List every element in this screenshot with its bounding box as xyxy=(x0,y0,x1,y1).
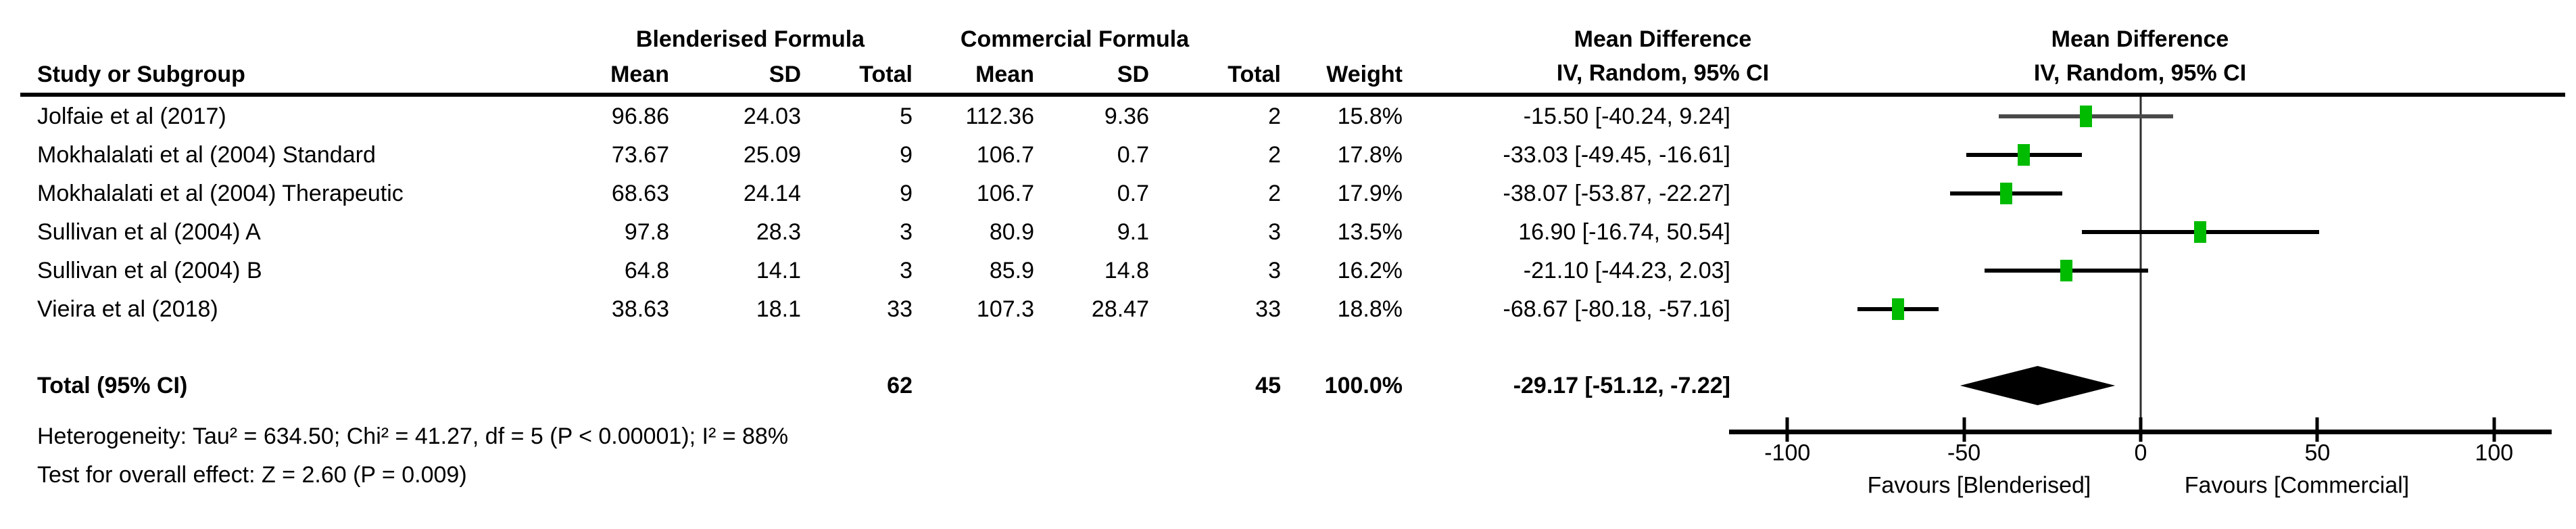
zero-reference-line xyxy=(2139,97,2142,432)
bf-total-value: 3 xyxy=(900,219,913,245)
cf-sd-value: 0.7 xyxy=(1117,142,1149,168)
effect-marker xyxy=(2018,144,2031,166)
axis-tick xyxy=(2315,417,2319,442)
cf-mean-value: 80.9 xyxy=(989,219,1034,245)
plot-area: -100 -50 0 50 100 Favours [Blenderised] … xyxy=(1729,0,2552,529)
bf-total-value: 33 xyxy=(887,296,913,322)
axis-tick xyxy=(2139,417,2143,442)
bf-sd-value: 18.1 xyxy=(756,296,801,322)
total-label: Total (95% CI) xyxy=(37,373,188,398)
favours-left-label: Favours [Blenderised] xyxy=(1867,472,2091,499)
plot-header-title: Mean Difference xyxy=(2051,26,2229,52)
effect-header-title: Mean Difference xyxy=(1574,26,1752,52)
axis-tick-label: -100 xyxy=(1764,440,1811,466)
weight-value: 17.9% xyxy=(1337,181,1403,206)
plot-header-method: IV, Random, 95% CI xyxy=(2033,60,2247,86)
overall-effect-text: Test for overall effect: Z = 2.60 (P = 0… xyxy=(37,462,467,488)
cf-total-value: 2 xyxy=(1268,104,1281,129)
weight-value: 13.5% xyxy=(1337,219,1403,245)
weight-value: 17.8% xyxy=(1337,142,1403,168)
effect-marker xyxy=(2060,260,2072,281)
study-column-header: Study or Subgroup xyxy=(37,62,245,87)
total-weight: 100.0% xyxy=(1324,373,1403,398)
bf-mean-value: 73.67 xyxy=(611,142,669,168)
cf-sd-value: 9.1 xyxy=(1117,219,1149,245)
study-name: Mokhalalati et al (2004) Therapeutic xyxy=(37,181,404,206)
bf-sd-header: SD xyxy=(769,62,801,87)
cf-mean-value: 112.36 xyxy=(965,104,1034,129)
effect-marker xyxy=(1892,298,1905,320)
cf-total-value: 3 xyxy=(1268,219,1281,245)
study-name: Sullivan et al (2004) A xyxy=(37,219,261,245)
bf-mean-header: Mean xyxy=(610,62,669,87)
ci-text: -15.50 [-40.24, 9.24] xyxy=(1523,104,1730,129)
study-name: Sullivan et al (2004) B xyxy=(37,258,262,283)
effect-marker xyxy=(2194,221,2207,243)
bf-sd-value: 25.09 xyxy=(743,142,801,168)
ci-text: -33.03 [-49.45, -16.61] xyxy=(1503,142,1730,168)
cf-total-value: 33 xyxy=(1255,296,1281,322)
ci-text: 16.90 [-16.74, 50.54] xyxy=(1518,219,1730,245)
favours-right-label: Favours [Commercial] xyxy=(2184,472,2410,499)
effect-marker xyxy=(2079,106,2092,127)
cf-mean-value: 106.7 xyxy=(976,181,1034,206)
study-name: Mokhalalati et al (2004) Standard xyxy=(37,142,376,168)
bf-sd-value: 28.3 xyxy=(756,219,801,245)
cf-sd-value: 0.7 xyxy=(1117,181,1149,206)
study-name: Vieira et al (2018) xyxy=(37,296,218,322)
cf-sd-header: SD xyxy=(1117,62,1149,87)
axis-tick xyxy=(2492,417,2496,442)
study-name: Jolfaie et al (2017) xyxy=(37,104,226,129)
axis-tick xyxy=(1785,417,1789,442)
ci-text: -21.10 [-44.23, 2.03] xyxy=(1523,258,1730,283)
total-ci-text: -29.17 [-51.12, -7.22] xyxy=(1513,373,1730,398)
cf-sd-value: 14.8 xyxy=(1104,258,1149,283)
effect-header-method: IV, Random, 95% CI xyxy=(1556,60,1770,86)
bf-mean-value: 96.86 xyxy=(611,104,669,129)
effect-marker xyxy=(2000,183,2012,204)
bf-sd-value: 24.03 xyxy=(743,104,801,129)
cf-total-value: 2 xyxy=(1268,181,1281,206)
cf-mean-value: 107.3 xyxy=(976,296,1034,322)
cf-mean-value: 85.9 xyxy=(989,258,1034,283)
bf-total-header: Total xyxy=(859,62,913,87)
group-header-commercial: Commercial Formula xyxy=(960,26,1190,52)
weight-value: 15.8% xyxy=(1337,104,1403,129)
bf-mean-value: 68.63 xyxy=(611,181,669,206)
cf-total-value: 3 xyxy=(1268,258,1281,283)
axis-tick-label: -50 xyxy=(1947,440,1981,466)
axis-tick-label: 100 xyxy=(2475,440,2514,466)
ci-text: -38.07 [-53.87, -22.27] xyxy=(1503,181,1730,206)
axis-tick-label: 0 xyxy=(2134,440,2147,466)
weight-value: 16.2% xyxy=(1337,258,1403,283)
weight-value: 18.8% xyxy=(1337,296,1403,322)
cf-total-header: Total xyxy=(1228,62,1281,87)
cf-mean-header: Mean xyxy=(975,62,1034,87)
axis-tick xyxy=(1962,417,1966,442)
bf-total-value: 5 xyxy=(900,104,913,129)
cf-sd-value: 28.47 xyxy=(1091,296,1149,322)
bf-total-value: 9 xyxy=(900,181,913,206)
bf-sd-value: 24.14 xyxy=(743,181,801,206)
bf-mean-value: 97.8 xyxy=(624,219,669,245)
ci-text: -68.67 [-80.18, -57.16] xyxy=(1503,296,1730,322)
cf-grand-total: 45 xyxy=(1255,373,1281,398)
cf-mean-value: 106.7 xyxy=(976,142,1034,168)
axis-tick-label: 50 xyxy=(2304,440,2331,466)
summary-diamond xyxy=(1960,366,2116,405)
cf-total-value: 2 xyxy=(1268,142,1281,168)
bf-mean-value: 38.63 xyxy=(611,296,669,322)
bf-total-value: 3 xyxy=(900,258,913,283)
bf-sd-value: 14.1 xyxy=(756,258,801,283)
heterogeneity-text: Heterogeneity: Tau² = 634.50; Chi² = 41.… xyxy=(37,423,789,449)
cf-sd-value: 9.36 xyxy=(1104,104,1149,129)
weight-header: Weight xyxy=(1326,62,1403,87)
group-header-blenderised: Blenderised Formula xyxy=(635,26,865,52)
bf-total-value: 9 xyxy=(900,142,913,168)
bf-grand-total: 62 xyxy=(887,373,913,398)
header-separator-line xyxy=(20,93,2565,97)
bf-mean-value: 64.8 xyxy=(624,258,669,283)
